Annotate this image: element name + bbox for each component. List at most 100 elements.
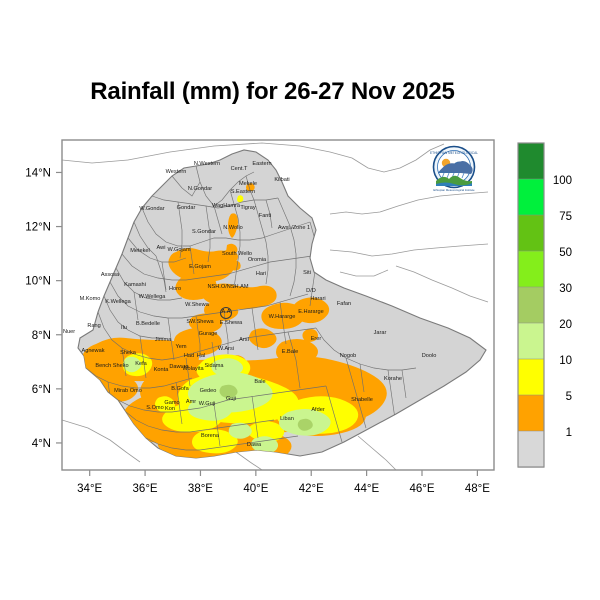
x-tick-label: 36°E [133, 483, 158, 495]
colorbar-band [517, 358, 545, 396]
colorbar-tick-label: 1 [566, 427, 572, 439]
zone-label: Liban [280, 416, 294, 422]
zone-label: Fanti [259, 213, 271, 219]
zone-label: Fafan [337, 301, 351, 307]
zone-label: Borena [201, 433, 220, 439]
colorbar-band [517, 250, 545, 288]
colorbar-band [517, 286, 545, 324]
zone-label: Harari [310, 296, 325, 302]
zone-label: E.Bale [282, 349, 298, 355]
zone-label: B.Bedelle [136, 321, 160, 327]
zone-label: Kamashi [124, 282, 146, 288]
zone-label: Amr [186, 399, 196, 405]
zone-label: W.Gondar [139, 206, 164, 212]
zone-label: Awi [157, 245, 166, 251]
colorbar-band [517, 430, 545, 468]
zone-label: Assosa [101, 272, 120, 278]
zone-label: Mirab Omo [114, 388, 142, 394]
zone-label: N.Gondar [188, 186, 212, 192]
colorbar-tick-label: 10 [559, 355, 572, 367]
zone-label: Kilbati [274, 177, 289, 183]
page-title: Rainfall (mm) for 26-27 Nov 2025 [90, 78, 455, 105]
zone-label: Korahe [384, 376, 402, 382]
zone-label: E.Shewa [220, 320, 243, 326]
zone-label: Eastern [252, 161, 271, 167]
zone-label: Ilu [121, 325, 127, 331]
map-contents: N.Western Cent.T Eastern Western Kilbati Meke… [62, 142, 489, 470]
zone-label: W.Gojam [167, 247, 190, 253]
x-tick-label: 46°E [409, 483, 434, 495]
zone-label: Kon [165, 406, 175, 412]
zone-label: A.A [221, 309, 230, 315]
zone-label: Horo [169, 286, 181, 292]
zone-label: E.Hararge [298, 309, 324, 315]
zone-label: Tigray [240, 205, 256, 211]
zone-label: Cent.T [231, 166, 248, 172]
svg-text:Ethiopian Meteorological Insti: Ethiopian Meteorological Institute [433, 188, 475, 192]
x-tick-label: 48°E [465, 483, 490, 495]
zone-label: Mekele [239, 181, 257, 187]
zone-label: NSH.O/NSH.AM [207, 284, 248, 290]
zone-label: Nuer [63, 329, 75, 335]
zone-label: Wolayita [182, 366, 204, 372]
x-tick-label: 40°E [243, 483, 268, 495]
zone-label: M.Komo [80, 296, 101, 302]
y-tick-label: 8°N [32, 330, 51, 342]
zone-label: Doolo [422, 353, 437, 359]
zone-label: B.Gofa [171, 386, 189, 392]
zone-label: Bench Sheko [95, 363, 128, 369]
svg-text:ETHIOPIAN METEOROLOGICAL: ETHIOPIAN METEOROLOGICAL [430, 151, 478, 155]
axis-tick-labels: 34°E 36°E 38°E 40°E 42°E 44°E 46°E 48°E 4°N 6°N 8°… [25, 167, 490, 495]
x-tick-label: 42°E [299, 483, 324, 495]
zone-label: Guji [226, 396, 236, 402]
zone-label: Gurage [199, 331, 218, 337]
zone-label: Konta [154, 367, 170, 373]
zone-label: South Wello [222, 251, 252, 257]
zone-label: Dawa [247, 442, 262, 448]
colorbar-band [517, 142, 545, 180]
colorbar-tick-label: 50 [559, 247, 572, 259]
zone-label: Hal [197, 353, 205, 359]
neighbour-borders [62, 142, 489, 470]
y-tick-label: 14°N [25, 167, 51, 179]
zone-label: N.Wollo [223, 225, 242, 231]
zone-label: Hari [256, 271, 266, 277]
colorbar-frame [517, 142, 545, 468]
map-frame [61, 139, 495, 471]
x-tick-label: 34°E [77, 483, 102, 495]
zone-label: Erer [311, 336, 322, 342]
zone-label: WagHamra [212, 203, 241, 209]
zone-boundaries [85, 165, 417, 451]
colorbar-band [517, 322, 545, 360]
zone-label: Jarar [374, 330, 387, 336]
zone-label: Gondar [177, 205, 196, 211]
colorbar-bands [517, 142, 545, 468]
zone-label: S.Omo [146, 405, 163, 411]
zone-label: Sidama [205, 363, 225, 369]
zone-label: W.Wellega [139, 294, 167, 300]
map-panel: N.Western Cent.T Eastern Western Kilbati Meke… [25, 139, 495, 495]
x-tick-label: 44°E [354, 483, 379, 495]
zone-label: Oromia [248, 257, 267, 263]
y-tick-label: 4°N [32, 438, 51, 450]
colorbar-band [517, 214, 545, 252]
zone-label: Western [166, 169, 187, 175]
colorbar: 100 75 50 30 20 10 5 1 [517, 142, 572, 468]
rain-band-20-30 [219, 384, 313, 431]
zone-label: Shabelle [351, 397, 373, 403]
y-tick-label: 6°N [32, 384, 51, 396]
zone-label: Siti [303, 270, 311, 276]
zone-label: Arsi [239, 337, 249, 343]
y-tick-label: 12°N [25, 222, 51, 234]
colorbar-tick-label: 30 [559, 283, 572, 295]
zone-label: W.Arsi [218, 346, 234, 352]
rainfall-layer [81, 165, 417, 458]
zone-label: S.Eastern [231, 189, 256, 195]
zone-label: D/D [306, 288, 316, 294]
zone-label: Afder [311, 407, 325, 413]
zone-label: Dawuro [169, 364, 188, 370]
ethiopian-meteorological-institute-logo: ETHIOPIAN METEOROLOGICAL Ethiopian Meteo… [430, 145, 478, 192]
colorbar-tick-label: 75 [559, 211, 572, 223]
zone-label: K.Wellega [105, 299, 131, 305]
